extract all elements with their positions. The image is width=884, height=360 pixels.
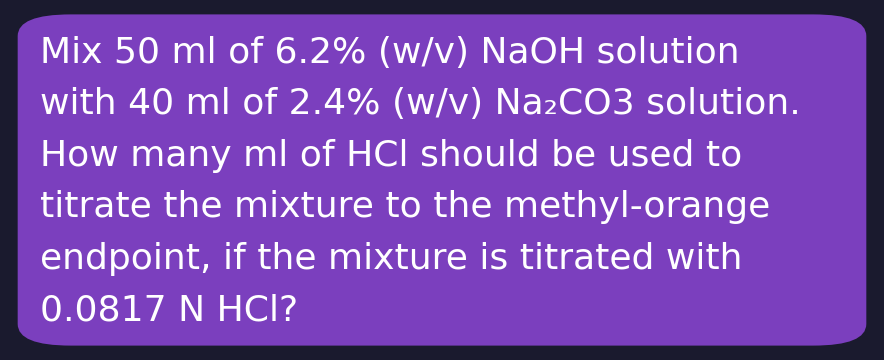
- Text: endpoint, if the mixture is titrated with: endpoint, if the mixture is titrated wit…: [40, 242, 743, 276]
- Text: titrate the mixture to the methyl-orange: titrate the mixture to the methyl-orange: [40, 190, 770, 224]
- Text: How many ml of HCl should be used to: How many ml of HCl should be used to: [40, 139, 742, 173]
- Text: Mix 50 ml of 6.2% (w/v) NaOH solution: Mix 50 ml of 6.2% (w/v) NaOH solution: [40, 36, 739, 70]
- FancyBboxPatch shape: [18, 14, 866, 346]
- Text: with 40 ml of 2.4% (w/v) Na₂CO3 solution.: with 40 ml of 2.4% (w/v) Na₂CO3 solution…: [40, 87, 801, 121]
- Text: 0.0817 N HCl?: 0.0817 N HCl?: [40, 293, 298, 327]
